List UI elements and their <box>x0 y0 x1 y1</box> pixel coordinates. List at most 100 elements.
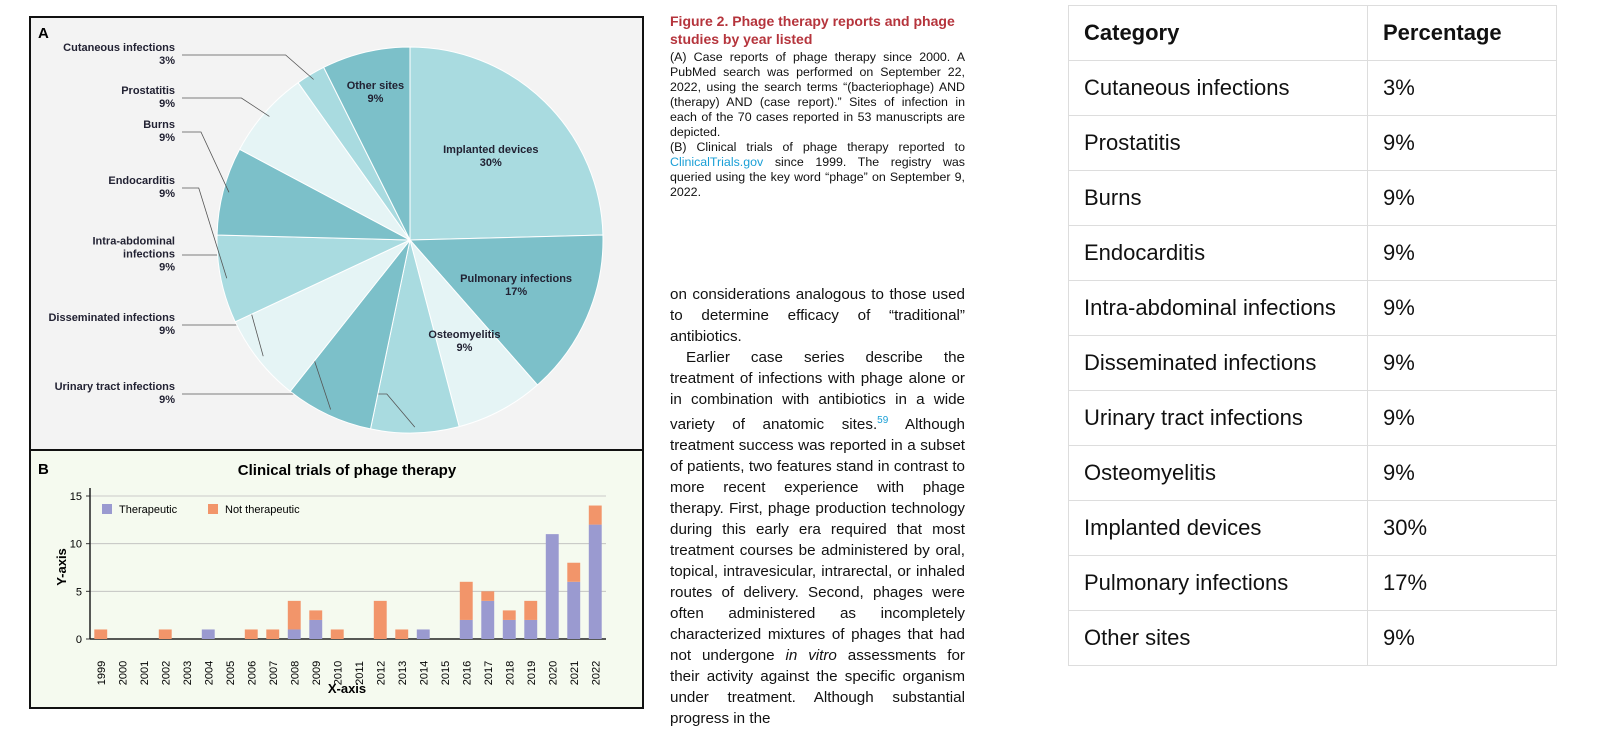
panel-letter: B <box>38 461 49 478</box>
caption-title: Figure 2. Phage therapy reports and phag… <box>670 13 955 47</box>
x-tick-label: 2002 <box>160 661 172 685</box>
table-cell: 9% <box>1367 225 1557 281</box>
panel-letter: A <box>38 25 49 42</box>
x-axis-label: X-axis <box>328 681 366 696</box>
x-tick-label: 2004 <box>203 661 215 685</box>
pie-label: Disseminated infections 9% <box>45 312 175 338</box>
x-tick-label: 2013 <box>397 661 409 685</box>
reference[interactable]: 59 <box>877 415 889 426</box>
slice-value: 9% <box>159 188 175 200</box>
table-row: Other sites 9% <box>1068 610 1557 666</box>
bar-segment <box>158 629 172 639</box>
pie-slice <box>408 234 604 386</box>
x-tick-label: 2008 <box>289 661 301 685</box>
x-tick-label: 2003 <box>182 661 194 685</box>
text: Earlier case series describe the treatme… <box>670 349 965 434</box>
bar-segment <box>524 600 538 620</box>
table-row: Intra-abdominal infections 9% <box>1068 280 1557 336</box>
bar-segment <box>287 600 301 630</box>
table-row: Prostatitis 9% <box>1068 115 1557 171</box>
slice-name: Implanted devices <box>443 144 539 157</box>
slice-name: Urinary tract infections <box>54 381 175 393</box>
table-row: Disseminated infections 9% <box>1068 335 1557 391</box>
x-tick-label: 2019 <box>526 661 538 685</box>
slice-name: Endocarditis <box>108 175 175 187</box>
data-table: Category Percentage Cutaneous infections 3%… <box>1068 5 1557 666</box>
text: since 1999. The registry was queried usi… <box>670 155 965 199</box>
table-row: Endocarditis 9% <box>1068 225 1557 281</box>
text: Although treatment success was reported … <box>670 416 965 665</box>
pie-label: Implanted devices 30% <box>426 144 556 170</box>
legend-swatch <box>208 504 218 514</box>
x-tick-label: 2010 <box>332 661 344 685</box>
bar-segment <box>330 629 344 639</box>
table-row: Urinary tract infections 9% <box>1068 390 1557 446</box>
paragraph: Earlier case series describe the treatme… <box>670 347 965 729</box>
x-tick-label: 2014 <box>418 661 430 685</box>
bar-segment <box>502 610 516 620</box>
x-tick-label: 2001 <box>139 661 151 685</box>
bar-segment <box>481 600 495 639</box>
bar-segment <box>373 600 387 639</box>
pie-labels: Implanted devices 30% Pulmonary infections… <box>0 0 660 747</box>
x-tick-label: 2006 <box>246 661 258 685</box>
table-row: Implanted devices 30% <box>1068 500 1557 556</box>
x-tick-label: 2016 <box>461 661 473 685</box>
pie-label: Endocarditis 9% <box>45 175 175 201</box>
column-header: Percentage <box>1367 5 1557 61</box>
figure: A B Clinical trials of phage therapy X-a… <box>29 16 644 709</box>
pie-label: Prostatitis 9% <box>45 85 175 111</box>
column-header: Category <box>1068 5 1368 61</box>
table-cell: Endocarditis <box>1068 225 1368 281</box>
bar-segment <box>309 619 323 639</box>
slice-name: Pulmonary infections <box>460 273 573 286</box>
table-row: Cutaneous infections 3% <box>1068 60 1557 116</box>
table-cell: Other sites <box>1068 610 1368 666</box>
table-cell: Pulmonary infections <box>1068 555 1368 611</box>
slice-name: Cutaneous infections <box>63 42 175 54</box>
x-tick-label: 2015 <box>440 661 452 685</box>
table-cell: 9% <box>1367 335 1557 391</box>
leader-line <box>182 187 228 279</box>
paragraph: on considerations analogous to those use… <box>670 286 965 345</box>
caption-paragraph: (B) Clinical trials of phage therapy rep… <box>670 140 965 200</box>
pie-label: Burns 9% <box>45 119 175 145</box>
bar-segment <box>201 629 215 639</box>
table-cell: Cutaneous infections <box>1068 60 1368 116</box>
header-row: Category Percentage <box>1068 5 1557 61</box>
table-cell: Burns <box>1068 170 1368 226</box>
pie-label: Cutaneous infections 3% <box>45 42 175 68</box>
slice-value: 9% <box>159 98 175 110</box>
pie-label: Osteomyelitis 9% <box>399 329 529 355</box>
chart-title: Clinical trials of phage therapy <box>238 462 457 479</box>
y-tick-label: 0 <box>76 634 82 646</box>
table-cell: 9% <box>1367 115 1557 171</box>
leader-line <box>182 131 230 193</box>
table-cell: 9% <box>1367 280 1557 336</box>
text: assessments for their activity against t… <box>670 647 965 728</box>
slice-value: 9% <box>159 394 175 406</box>
bar-segment <box>524 619 538 639</box>
bar-segment <box>395 629 409 639</box>
table-cell: 9% <box>1367 445 1557 501</box>
legend-label: Therapeutic <box>119 504 178 516</box>
table-cell: Disseminated infections <box>1068 335 1368 391</box>
table-cell: Intra-abdominal infections <box>1068 280 1368 336</box>
bar-segment <box>287 629 301 639</box>
bar-segment <box>459 619 473 639</box>
x-tick-label: 2011 <box>354 661 366 685</box>
bar-segment <box>416 629 430 639</box>
table-cell: 9% <box>1367 170 1557 226</box>
link[interactable]: ClinicalTrials.gov <box>670 155 764 169</box>
bar-segment <box>459 581 473 620</box>
x-tick-label: 2009 <box>311 661 323 685</box>
table-cell: Prostatitis <box>1068 115 1368 171</box>
slice-value: 30% <box>479 157 502 170</box>
pie-label: Pulmonary infections 17% <box>451 273 581 299</box>
slice-value: 9% <box>367 93 384 106</box>
text: in vitro <box>785 647 837 665</box>
caption-paragraph: (A) Case reports of phage therapy since … <box>670 50 965 139</box>
pie-slice <box>323 46 411 241</box>
bar-segment <box>567 581 581 639</box>
bar-segment <box>309 610 323 620</box>
